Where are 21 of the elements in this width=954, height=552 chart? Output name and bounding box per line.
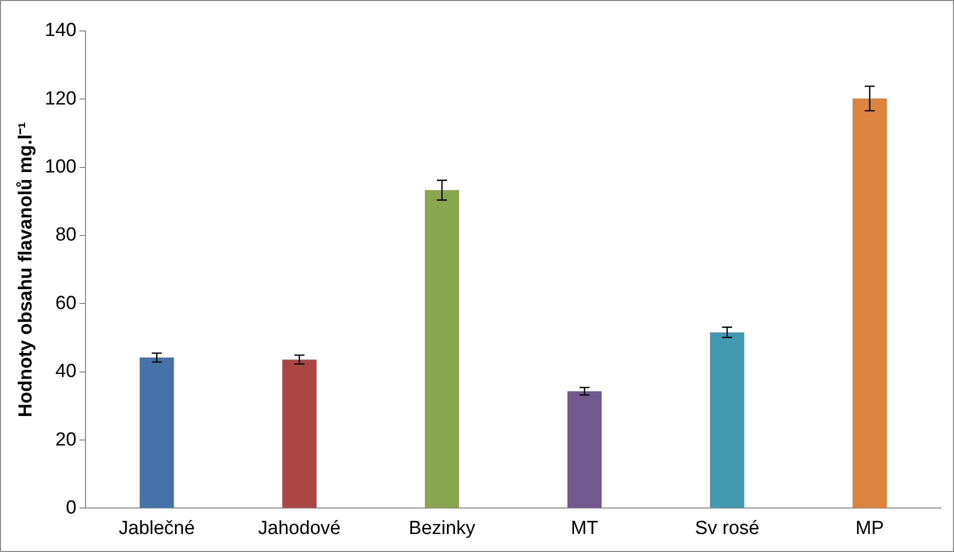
- y-tick-label: 0: [66, 497, 76, 518]
- bar: [282, 360, 316, 508]
- y-tick-label: 60: [55, 292, 76, 314]
- bar: [424, 190, 460, 508]
- y-tick-label: 40: [55, 361, 76, 382]
- y-tick-label: 140: [44, 20, 76, 42]
- y-tick-label: 20: [55, 429, 76, 450]
- x-tick-label: Sv rosé: [694, 518, 760, 539]
- y-tick-label: 120: [44, 88, 76, 110]
- bar: [710, 332, 744, 508]
- y-tick-label: 80: [55, 224, 76, 246]
- x-tick-label: MT: [570, 518, 599, 539]
- bar: [140, 358, 174, 508]
- bar: [567, 391, 602, 508]
- y-axis-title: Hodnoty obsahu flavanolů mg.l⁻¹: [16, 122, 37, 418]
- y-tick-label: 100: [44, 156, 76, 178]
- x-tick-label: Jablečné: [118, 518, 195, 539]
- x-tick-label: Bezinky: [408, 518, 476, 539]
- bar: [852, 98, 887, 508]
- x-tick-label: Jahodové: [258, 518, 341, 539]
- x-tick-label: MP: [855, 518, 884, 539]
